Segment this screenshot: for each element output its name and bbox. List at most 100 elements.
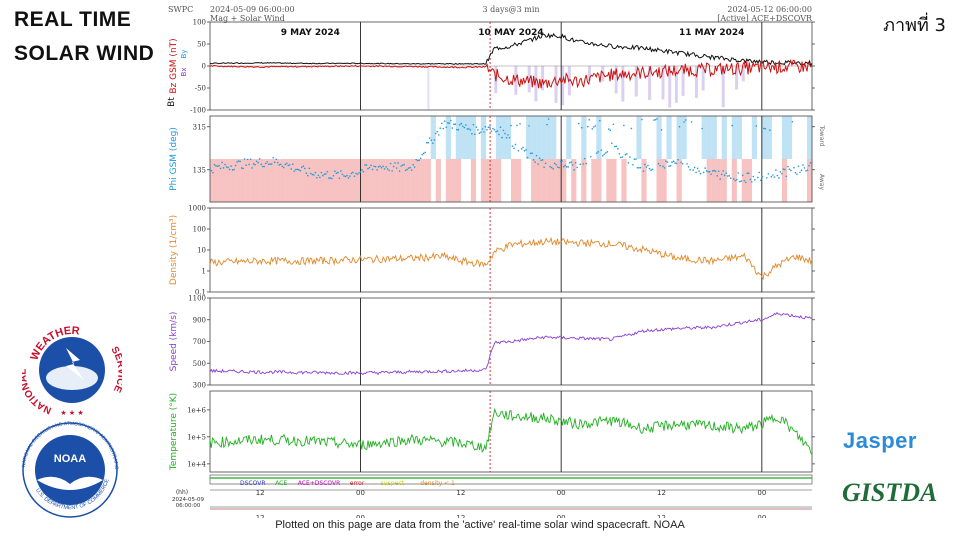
phi-point — [481, 128, 484, 130]
phi-point — [769, 129, 771, 132]
mag-ytick-label: -100 — [190, 107, 206, 115]
phi-away-band — [591, 159, 597, 202]
phi-away-band — [365, 159, 371, 202]
phi-point — [379, 165, 381, 167]
noaa-logo: NOAA NATIONAL OCEANIC AND ATMOSPHERIC AD… — [15, 418, 119, 518]
phi-away-band — [260, 159, 266, 202]
phi-point — [800, 169, 803, 172]
phi-point — [409, 166, 411, 169]
phi-point — [532, 159, 535, 161]
phi-point — [653, 119, 655, 121]
phi-point — [671, 161, 673, 163]
phi-point — [544, 162, 547, 165]
phi-toward-band — [596, 116, 602, 159]
phi-point — [553, 162, 556, 165]
phi-point — [310, 172, 312, 175]
mag-ytick-label: -50 — [195, 85, 206, 93]
phi-toward-band — [636, 116, 642, 159]
phi-point — [614, 145, 616, 148]
phi-toward-band — [721, 116, 727, 159]
footer-caption: Plotted on this page are data from the '… — [275, 519, 685, 531]
xtick-top-label: 12 — [256, 489, 265, 497]
phi-point — [741, 174, 744, 177]
header-subtitle: Mag + Solar Wind — [210, 14, 285, 23]
phi-point — [751, 181, 753, 183]
phi-point — [349, 175, 351, 177]
phi-away-band — [480, 159, 487, 202]
phi-point — [662, 165, 664, 168]
phi-point — [239, 160, 241, 163]
density-ytick-label: 1 — [202, 268, 206, 276]
phi-toward-band — [455, 116, 462, 159]
phi-point — [656, 118, 658, 120]
mag-ytick-label: 0 — [202, 63, 206, 71]
phi-point — [525, 148, 527, 151]
phi-point — [483, 131, 485, 133]
phi-point — [708, 170, 711, 173]
phi-point — [236, 161, 238, 163]
phi-point — [343, 175, 345, 177]
phi-point — [403, 163, 405, 166]
phi-point — [352, 171, 354, 174]
phi-toward-band — [701, 116, 707, 159]
phi-point — [415, 158, 417, 161]
phi-point — [443, 120, 446, 122]
phi-point — [802, 164, 804, 166]
temperature-ytick-label: 1e+4 — [187, 460, 206, 468]
phi-away-band — [536, 159, 542, 202]
phi-away-band — [215, 159, 221, 202]
phi-point — [436, 130, 439, 133]
phi-point — [255, 160, 258, 163]
phi-point — [772, 174, 774, 176]
phi-point — [725, 172, 728, 174]
phi-point — [632, 163, 634, 166]
phi-point — [276, 161, 279, 164]
phi-point — [412, 163, 414, 166]
phi-point — [660, 129, 663, 131]
phi-point — [362, 170, 365, 173]
phi-toward-band — [706, 116, 712, 159]
phi-point — [779, 171, 782, 173]
source-legend-item: DSCOVR — [240, 480, 266, 487]
phi-away-band — [270, 159, 276, 202]
phi-away-band — [806, 159, 813, 202]
phi-point — [237, 160, 240, 162]
phi-point — [428, 137, 431, 139]
phi-away-band — [295, 159, 301, 202]
phi-point — [704, 167, 706, 169]
phi-toward-band — [681, 116, 687, 159]
panel-temperature: 1e+4 1e+5 1e+6 — [187, 390, 815, 473]
phi-away-band — [495, 159, 502, 202]
phi-away-band — [280, 159, 286, 202]
phi-away-band — [355, 159, 361, 202]
phi-point — [615, 145, 618, 148]
phi-toward-band — [465, 116, 472, 159]
phi-point — [475, 126, 478, 128]
phi-away-band — [345, 159, 351, 202]
bz-shade-bar — [514, 66, 518, 95]
phi-point — [272, 156, 275, 159]
phi-point — [561, 160, 563, 162]
svg-text:SERVICE: SERVICE — [108, 345, 122, 394]
phi-point — [463, 126, 466, 129]
phi-point — [737, 172, 740, 174]
phi-point — [266, 161, 268, 163]
phi-toward-band — [470, 116, 477, 159]
phi-point — [297, 168, 300, 171]
phi-point — [778, 177, 780, 179]
phi-point — [307, 174, 309, 177]
phi-point — [334, 170, 336, 173]
phi-point — [376, 169, 378, 171]
phi-point — [571, 164, 574, 166]
phi-away-band — [731, 159, 737, 202]
phi-point — [743, 179, 746, 182]
phi-point — [746, 172, 749, 174]
phi-point — [267, 163, 270, 166]
phi-toward-band — [480, 116, 487, 159]
phi-point — [805, 170, 807, 172]
phi-point — [344, 175, 347, 178]
phi-away-band — [415, 159, 421, 202]
phi-point — [282, 166, 285, 169]
phi-point — [341, 173, 344, 176]
phi-point — [523, 149, 526, 152]
